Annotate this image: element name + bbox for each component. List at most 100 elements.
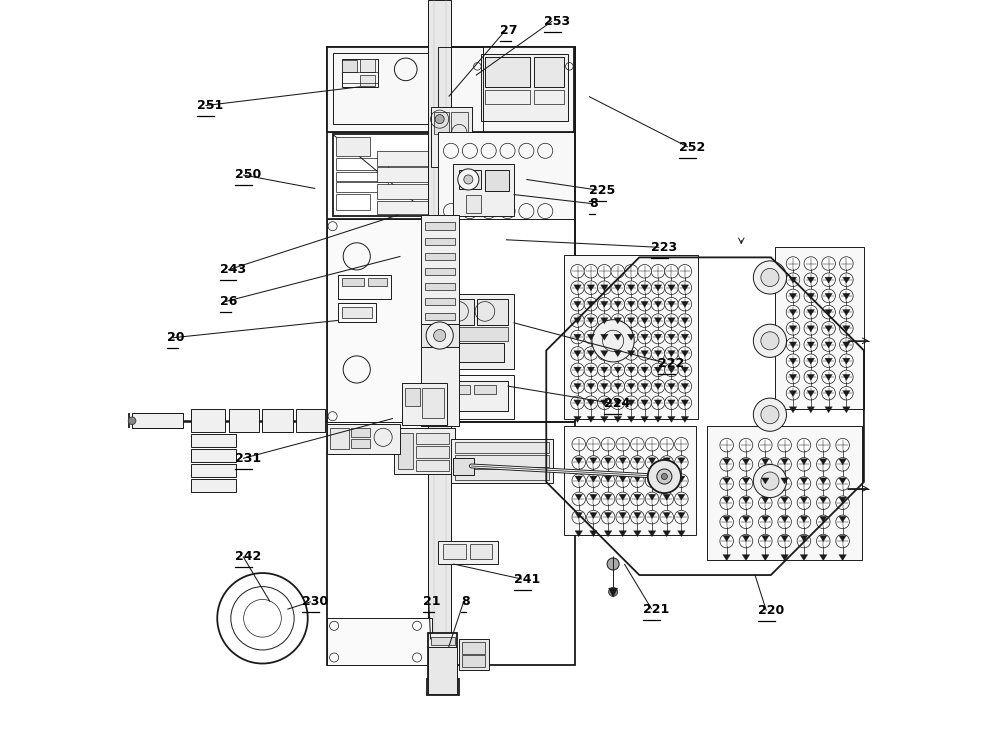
Circle shape bbox=[759, 535, 772, 548]
Polygon shape bbox=[587, 400, 595, 406]
Bar bbox=[416, 446, 449, 458]
Polygon shape bbox=[654, 302, 662, 308]
Circle shape bbox=[739, 496, 753, 510]
Circle shape bbox=[778, 496, 791, 510]
Polygon shape bbox=[723, 555, 730, 561]
Bar bbox=[327, 47, 575, 132]
Bar bbox=[459, 170, 481, 188]
Polygon shape bbox=[843, 326, 850, 332]
Bar bbox=[425, 298, 455, 305]
Circle shape bbox=[584, 379, 598, 393]
Circle shape bbox=[651, 314, 665, 327]
Text: 242: 242 bbox=[235, 550, 261, 563]
Polygon shape bbox=[614, 384, 622, 390]
Circle shape bbox=[678, 347, 692, 360]
Circle shape bbox=[804, 370, 818, 384]
Polygon shape bbox=[800, 555, 808, 561]
Circle shape bbox=[624, 396, 638, 409]
Circle shape bbox=[678, 281, 692, 295]
Bar bbox=[428, 647, 457, 694]
Polygon shape bbox=[789, 358, 797, 364]
Polygon shape bbox=[681, 416, 689, 422]
Circle shape bbox=[753, 398, 787, 431]
Bar bbox=[459, 639, 489, 670]
Polygon shape bbox=[654, 367, 662, 373]
Polygon shape bbox=[781, 497, 788, 503]
Polygon shape bbox=[654, 317, 662, 323]
Bar bbox=[342, 307, 372, 318]
Bar bbox=[443, 381, 508, 411]
Circle shape bbox=[786, 305, 800, 319]
Polygon shape bbox=[742, 516, 750, 523]
Circle shape bbox=[631, 474, 644, 487]
Polygon shape bbox=[641, 317, 648, 323]
Circle shape bbox=[571, 347, 584, 360]
Polygon shape bbox=[668, 285, 675, 291]
Bar bbox=[327, 618, 432, 665]
Polygon shape bbox=[663, 513, 670, 519]
Polygon shape bbox=[843, 310, 850, 316]
Circle shape bbox=[739, 535, 753, 548]
Circle shape bbox=[648, 460, 681, 493]
Bar bbox=[438, 375, 514, 419]
Polygon shape bbox=[789, 293, 797, 299]
Circle shape bbox=[616, 455, 630, 469]
Circle shape bbox=[611, 363, 625, 377]
Circle shape bbox=[759, 496, 772, 510]
Circle shape bbox=[678, 379, 692, 393]
Circle shape bbox=[587, 474, 600, 487]
Polygon shape bbox=[762, 516, 769, 523]
Circle shape bbox=[836, 515, 849, 529]
Circle shape bbox=[720, 438, 733, 452]
Polygon shape bbox=[668, 334, 675, 340]
Polygon shape bbox=[587, 416, 595, 422]
Circle shape bbox=[631, 510, 644, 524]
Text: 27: 27 bbox=[500, 23, 518, 37]
Circle shape bbox=[598, 314, 611, 327]
Polygon shape bbox=[762, 478, 769, 484]
Circle shape bbox=[587, 455, 600, 469]
Circle shape bbox=[598, 265, 611, 278]
Polygon shape bbox=[546, 257, 864, 575]
Polygon shape bbox=[648, 476, 656, 482]
Circle shape bbox=[822, 322, 835, 335]
Polygon shape bbox=[781, 516, 788, 523]
Polygon shape bbox=[681, 351, 689, 357]
Polygon shape bbox=[742, 478, 750, 484]
Bar bbox=[425, 283, 455, 290]
Bar bbox=[455, 455, 549, 467]
Polygon shape bbox=[807, 375, 815, 381]
Circle shape bbox=[651, 265, 665, 278]
Polygon shape bbox=[825, 391, 832, 397]
Circle shape bbox=[624, 297, 638, 311]
Circle shape bbox=[598, 330, 611, 344]
Polygon shape bbox=[820, 497, 827, 503]
Bar bbox=[438, 47, 574, 132]
Circle shape bbox=[786, 370, 800, 384]
Circle shape bbox=[584, 347, 598, 360]
Polygon shape bbox=[668, 384, 675, 390]
Text: 224: 224 bbox=[604, 397, 630, 410]
Circle shape bbox=[778, 535, 791, 548]
Polygon shape bbox=[574, 285, 581, 291]
Polygon shape bbox=[762, 535, 769, 541]
Polygon shape bbox=[668, 416, 675, 422]
Circle shape bbox=[587, 437, 600, 451]
Circle shape bbox=[584, 396, 598, 409]
Bar bbox=[443, 299, 474, 325]
Circle shape bbox=[571, 379, 584, 393]
Circle shape bbox=[797, 515, 811, 529]
Bar bbox=[455, 469, 549, 480]
Circle shape bbox=[571, 297, 584, 311]
Circle shape bbox=[665, 281, 678, 295]
Polygon shape bbox=[574, 416, 581, 422]
Text: 223: 223 bbox=[651, 241, 677, 254]
Circle shape bbox=[624, 379, 638, 393]
Circle shape bbox=[665, 347, 678, 360]
Bar bbox=[438, 541, 498, 564]
Polygon shape bbox=[627, 384, 635, 390]
Polygon shape bbox=[681, 334, 689, 340]
Text: 221: 221 bbox=[643, 602, 670, 616]
Polygon shape bbox=[614, 367, 622, 373]
Bar bbox=[360, 75, 375, 86]
